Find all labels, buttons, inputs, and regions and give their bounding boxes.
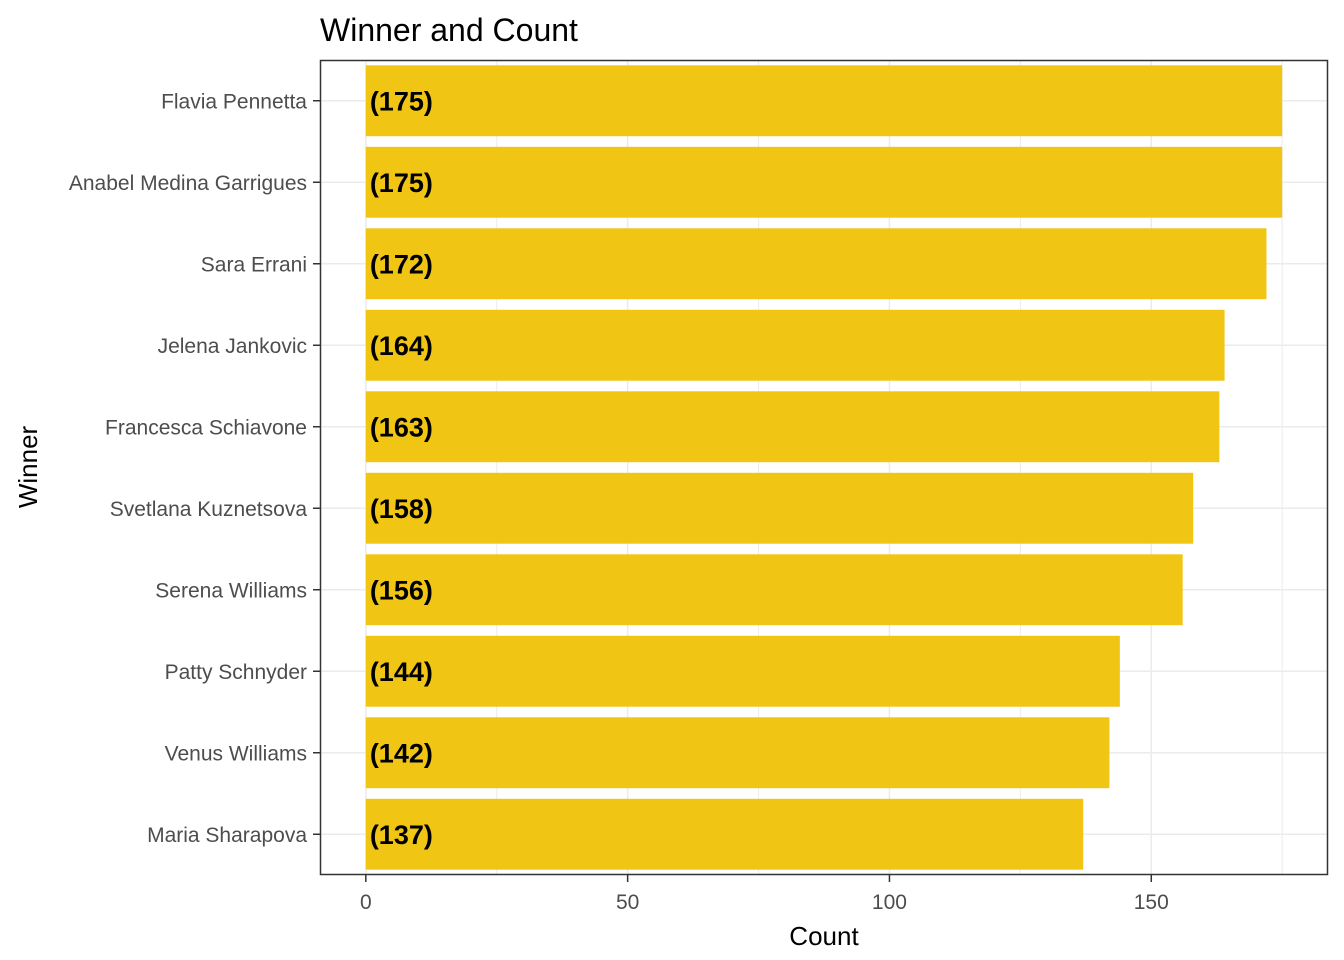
- y-tick-label: Sara Errani: [201, 253, 307, 276]
- x-tick-label: 0: [360, 891, 372, 914]
- x-tick-label: 100: [872, 891, 907, 914]
- x-tick-label: 150: [1134, 891, 1169, 914]
- y-tick-label: Maria Sharapova: [147, 824, 307, 847]
- bar: [365, 554, 1183, 626]
- y-tick-label: Flavia Pennetta: [161, 90, 307, 113]
- bar-value-label: (142): [370, 738, 433, 768]
- bar: [365, 391, 1220, 463]
- bar-value-label: (156): [370, 575, 433, 605]
- y-tick-label: Svetlana Kuznetsova: [110, 498, 308, 521]
- y-tick-label: Francesca Schiavone: [105, 416, 307, 439]
- bar-value-label: (175): [370, 168, 433, 198]
- axes: Flavia Pennetta Anabel Medina Garrigues Sa…: [69, 90, 1169, 914]
- bar: [365, 146, 1283, 218]
- bar: [365, 717, 1110, 789]
- panel-border: [319, 59, 1329, 876]
- bar: [365, 228, 1267, 300]
- bar-value-label: (175): [370, 86, 433, 116]
- bar: [365, 65, 1283, 137]
- bar-value-label: (144): [370, 657, 433, 687]
- bar: [365, 798, 1084, 870]
- bar: [365, 472, 1194, 544]
- y-tick-label: Anabel Medina Garrigues: [69, 172, 307, 195]
- bar-value-label: (164): [370, 331, 433, 361]
- bar-value-label: (172): [370, 249, 433, 279]
- bar: [365, 309, 1225, 381]
- chart-title: Winner and Count: [320, 12, 578, 48]
- y-tick-label: Jelena Jankovic: [158, 335, 307, 358]
- y-axis-title: Winner: [13, 425, 43, 508]
- bar-value-label: (137): [370, 820, 433, 850]
- y-tick-label: Serena Williams: [155, 579, 307, 602]
- bar: [365, 635, 1120, 707]
- bar-value-label: (158): [370, 494, 433, 524]
- bars: [365, 65, 1283, 870]
- y-tick-label: Venus Williams: [165, 742, 307, 765]
- x-axis-title: Count: [789, 921, 859, 951]
- bar-labels: (175) (175) (172) (164) (163) (158) (156) (144)…: [370, 86, 433, 850]
- x-tick-label: 50: [616, 891, 639, 914]
- y-tick-label: Patty Schnyder: [165, 661, 307, 684]
- bar-value-label: (163): [370, 412, 433, 442]
